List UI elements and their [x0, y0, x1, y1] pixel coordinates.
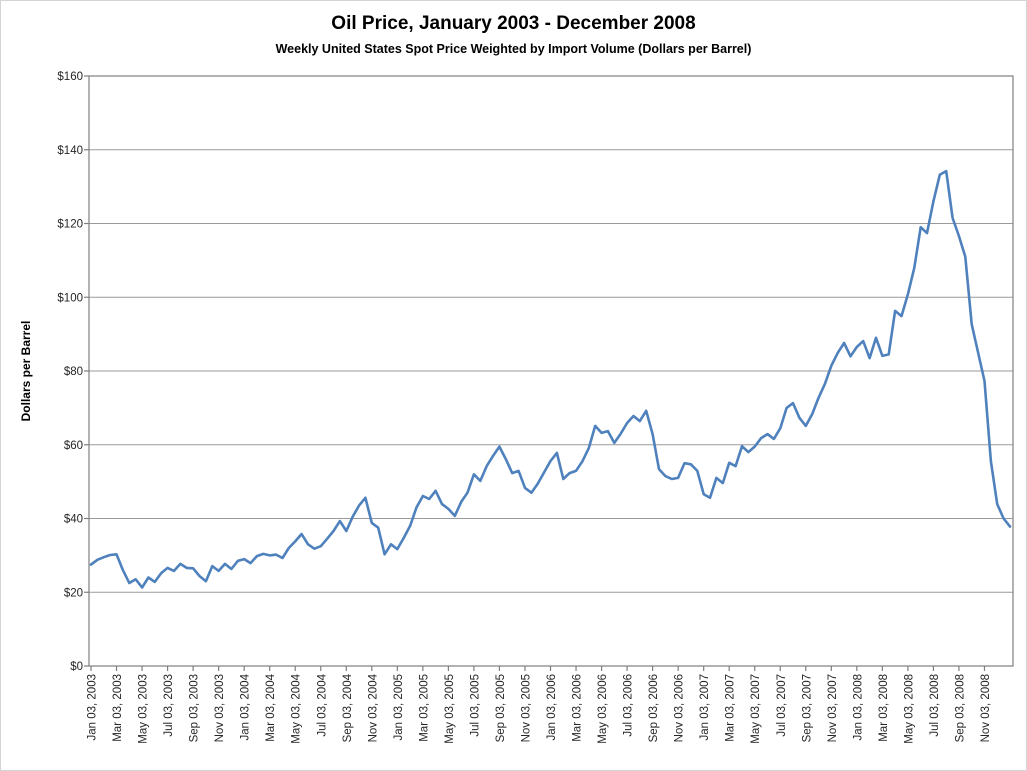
- x-tick-label: Sep 03, 2003: [189, 674, 201, 742]
- x-tick-label: Mar 03, 2007: [725, 674, 737, 742]
- x-tick-label: Jan 03, 2005: [393, 674, 405, 741]
- chart-title: Oil Price, January 2003 - December 2008: [331, 13, 696, 34]
- x-tick-label: May 03, 2004: [291, 673, 303, 743]
- y-tick-label: $80: [64, 366, 83, 378]
- x-tick-label: Nov 03, 2006: [674, 674, 686, 742]
- x-tick-label: Jul 03, 2003: [163, 674, 175, 737]
- x-tick-label: May 03, 2007: [750, 674, 762, 744]
- x-tick-label: Jul 03, 2006: [623, 674, 635, 737]
- x-tick-label: Mar 03, 2006: [572, 674, 584, 742]
- x-tick-label: May 03, 2003: [138, 674, 150, 744]
- y-tick-label: $100: [57, 292, 83, 304]
- x-tick-label: May 03, 2005: [444, 674, 456, 744]
- x-tick-label: Sep 03, 2005: [495, 674, 507, 742]
- x-tick-label: Sep 03, 2008: [954, 674, 966, 742]
- x-tick-label: Mar 03, 2004: [265, 673, 277, 741]
- y-tick-label: $20: [64, 587, 83, 599]
- x-tick-label: Jan 03, 2004: [240, 673, 252, 740]
- x-tick-label: Mar 03, 2003: [112, 674, 124, 742]
- x-tick-label: Nov 03, 2004: [367, 673, 379, 742]
- x-tick-label: Jan 03, 2007: [699, 674, 711, 741]
- x-tick-label: Nov 03, 2007: [827, 674, 839, 742]
- x-tick-label: May 03, 2006: [597, 674, 609, 744]
- x-tick-label: Jul 03, 2004: [316, 673, 328, 736]
- y-tick-label: $60: [64, 440, 83, 452]
- x-tick-label: Nov 03, 2005: [520, 674, 532, 742]
- y-tick-label: $120: [57, 219, 83, 231]
- x-tick-label: Jan 03, 2006: [546, 674, 558, 741]
- x-tick-label: May 03, 2008: [903, 674, 915, 744]
- x-tick-label: Sep 03, 2007: [801, 674, 813, 742]
- x-tick-label: Sep 03, 2004: [342, 673, 354, 742]
- x-tick-label: Jan 03, 2003: [87, 674, 99, 741]
- x-tick-label: Jul 03, 2005: [469, 674, 481, 737]
- x-tick-label: Nov 03, 2003: [214, 674, 226, 742]
- x-tick-label: Jul 03, 2008: [929, 674, 941, 737]
- y-axis-title: Dollars per Barrel: [19, 321, 33, 422]
- y-tick-label: $140: [57, 145, 83, 157]
- y-tick-label: $0: [70, 661, 83, 673]
- y-tick-label: $40: [64, 514, 83, 526]
- price-line: [89, 169, 1012, 589]
- x-tick-label: Nov 03, 2008: [980, 674, 992, 742]
- x-tick-label: Mar 03, 2005: [418, 674, 430, 742]
- x-tick-label: Jul 03, 2007: [776, 674, 788, 737]
- x-tick-label: Jan 03, 2008: [852, 674, 864, 741]
- chart-subtitle: Weekly United States Spot Price Weighted…: [275, 42, 752, 56]
- x-tick-label: Sep 03, 2006: [648, 674, 660, 742]
- x-tick-label: Mar 03, 2008: [878, 674, 890, 742]
- y-tick-label: $160: [57, 71, 83, 83]
